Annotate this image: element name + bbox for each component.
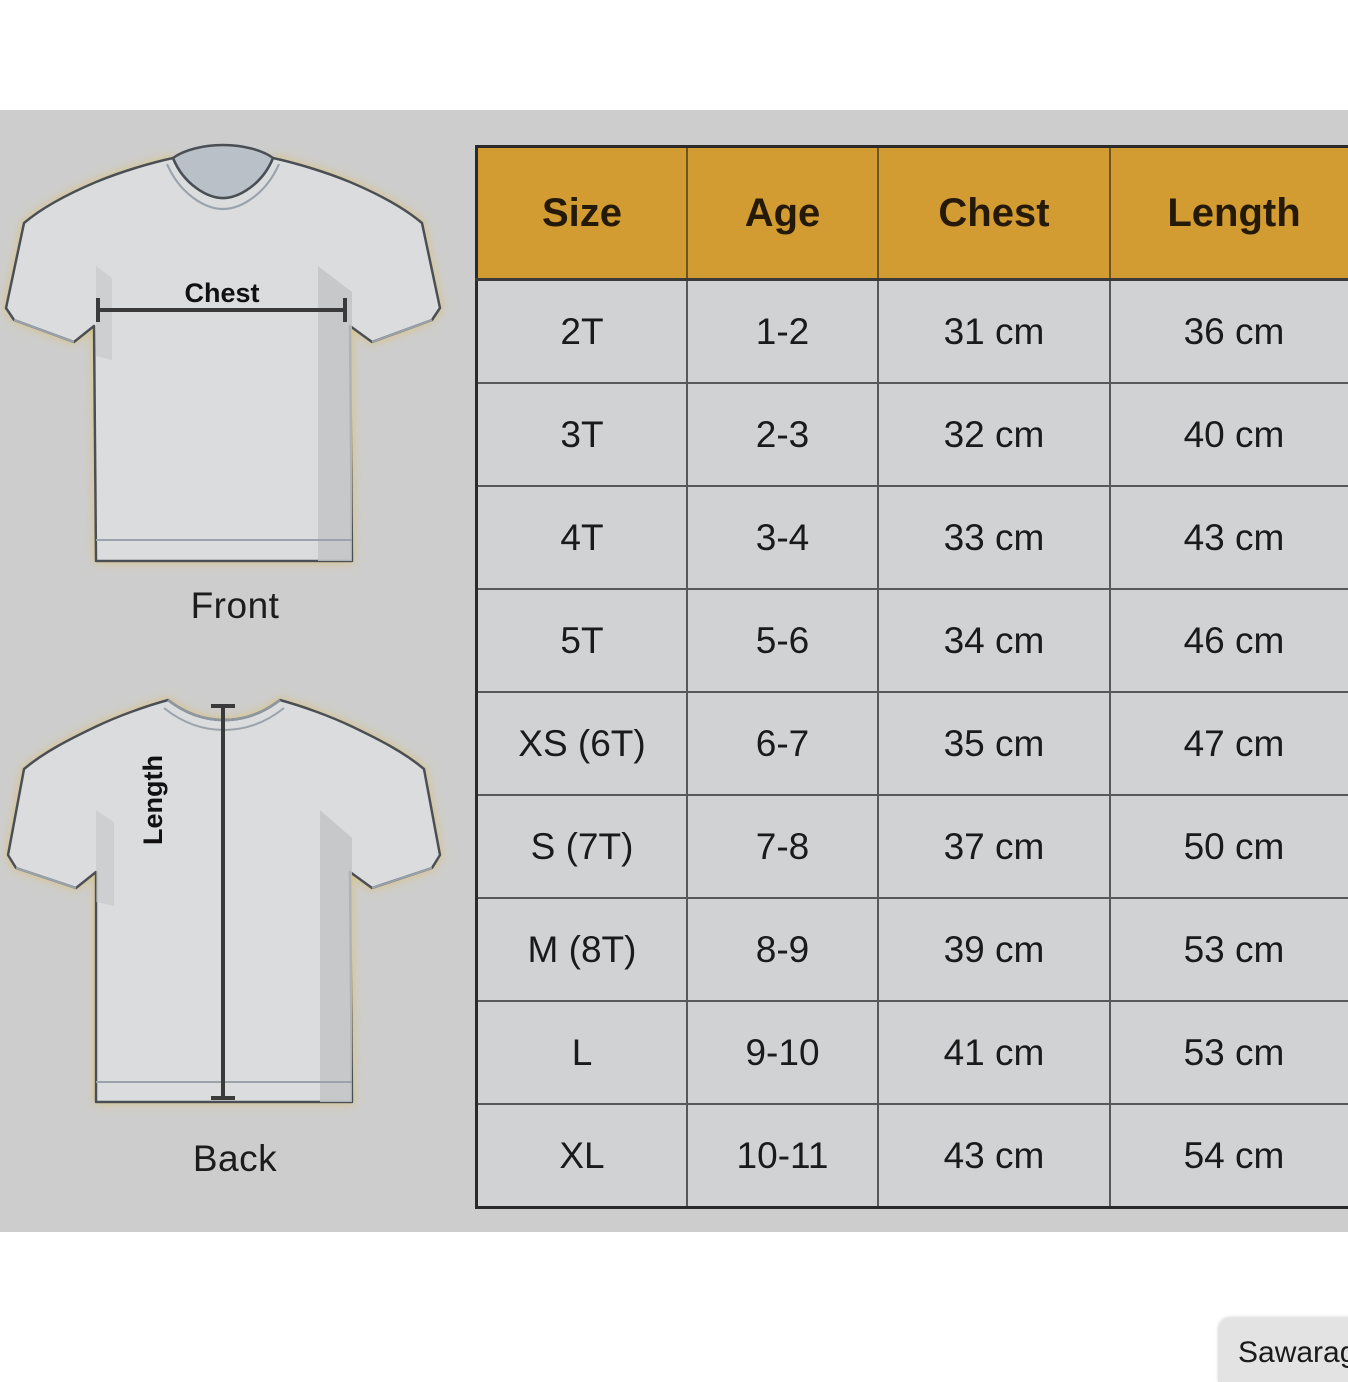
column-header-chest: Chest xyxy=(878,147,1110,280)
cell-length: 47 cm xyxy=(1110,692,1348,795)
cell-length: 43 cm xyxy=(1110,486,1348,589)
length-measure-label: Length xyxy=(138,755,169,845)
cell-chest: 37 cm xyxy=(878,795,1110,898)
cell-chest: 41 cm xyxy=(878,1001,1110,1104)
cell-chest: 34 cm xyxy=(878,589,1110,692)
cell-age: 7-8 xyxy=(687,795,878,898)
cell-size: 3T xyxy=(477,383,688,486)
cell-age: 3-4 xyxy=(687,486,878,589)
column-header-length: Length xyxy=(1110,147,1348,280)
cell-chest: 39 cm xyxy=(878,898,1110,1001)
cell-age: 8-9 xyxy=(687,898,878,1001)
cell-chest: 32 cm xyxy=(878,383,1110,486)
cell-size: M (8T) xyxy=(477,898,688,1001)
cell-age: 2-3 xyxy=(687,383,878,486)
shirt-illustrations: Chest Front xyxy=(0,110,470,1232)
cell-length: 53 cm xyxy=(1110,898,1348,1001)
cell-age: 1-2 xyxy=(687,280,878,384)
cell-length: 36 cm xyxy=(1110,280,1348,384)
cell-size: 4T xyxy=(477,486,688,589)
cell-age: 10-11 xyxy=(687,1104,878,1208)
cell-size: 2T xyxy=(477,280,688,384)
cell-length: 50 cm xyxy=(1110,795,1348,898)
back-tshirt-icon xyxy=(0,670,470,1150)
column-header-age: Age xyxy=(687,147,878,280)
bottom-popup-text: Sawarag xyxy=(1238,1336,1348,1370)
back-shirt-illustration: Length Back xyxy=(0,670,470,1210)
chest-measure-label: Chest xyxy=(98,278,346,309)
cell-age: 9-10 xyxy=(687,1001,878,1104)
cell-length: 40 cm xyxy=(1110,383,1348,486)
front-shirt-illustration: Chest Front xyxy=(0,130,470,650)
cell-size: XL xyxy=(477,1104,688,1208)
chart-canvas: Chest Front xyxy=(0,110,1348,1232)
cell-chest: 35 cm xyxy=(878,692,1110,795)
cell-age: 5-6 xyxy=(687,589,878,692)
front-caption: Front xyxy=(0,585,470,627)
cell-chest: 43 cm xyxy=(878,1104,1110,1208)
front-tshirt-icon xyxy=(0,130,470,600)
table-header-row: Size Age Chest Length xyxy=(477,147,1348,280)
cell-length: 46 cm xyxy=(1110,589,1348,692)
cell-size: S (7T) xyxy=(477,795,688,898)
column-header-size: Size xyxy=(477,147,688,280)
cell-chest: 31 cm xyxy=(878,280,1110,384)
cell-size: 5T xyxy=(477,589,688,692)
cell-age: 6-7 xyxy=(687,692,878,795)
cell-size: L xyxy=(477,1001,688,1104)
cell-length: 53 cm xyxy=(1110,1001,1348,1104)
back-caption: Back xyxy=(0,1138,470,1180)
bottom-popup-card[interactable]: Sawarag xyxy=(1218,1318,1348,1382)
cell-size: XS (6T) xyxy=(477,692,688,795)
cell-chest: 33 cm xyxy=(878,486,1110,589)
cell-length: 54 cm xyxy=(1110,1104,1348,1208)
